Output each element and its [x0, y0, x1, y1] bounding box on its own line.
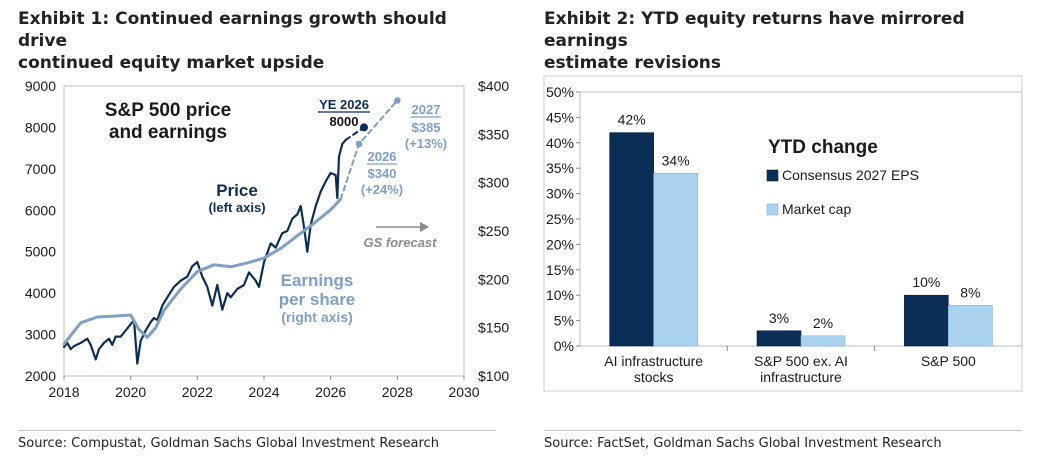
chart2-bar-consensus-2027-eps — [756, 330, 802, 347]
chart1-right-tick-label: $100 — [478, 368, 509, 384]
chart1-left-tick-label: 7000 — [25, 161, 56, 177]
chart2-legend-label: Consensus 2027 EPS — [782, 167, 919, 183]
exhibit-2-source-divider — [544, 430, 1022, 431]
chart2-y-tick-label: 35% — [546, 160, 574, 176]
exhibit-1-source-divider — [18, 430, 496, 431]
chart2-bar-market-cap — [653, 172, 698, 347]
chart1-annotation-2026: 2026 — [368, 149, 397, 164]
chart1-x-tick-label: 2028 — [382, 384, 413, 400]
chart1-left-tick-label: 2000 — [25, 368, 56, 384]
chart1-annotation-2026-value: $340 — [368, 166, 397, 181]
chart1-x-tick-label: 2026 — [315, 384, 346, 400]
chart2-y-tick-label: 50% — [546, 84, 574, 100]
chart1-forecast-arrow-icon — [420, 222, 429, 232]
chart2-data-label: 8% — [960, 284, 980, 300]
chart2-category-label: stocks — [634, 369, 674, 385]
chart1-x-tick-label: 2030 — [448, 384, 479, 400]
chart1-series-earnings-per-share — [62, 197, 343, 346]
chart2-bar-consensus-2027-eps — [904, 294, 949, 347]
chart1-right-tick-label: $200 — [478, 271, 509, 287]
chart1-right-tick-label: $150 — [478, 320, 509, 336]
chart1-right-tick-label: $350 — [478, 126, 509, 142]
chart2-category-label: infrastructure — [760, 369, 842, 385]
chart1-annotation-ye-2026: YE 2026 — [319, 97, 369, 112]
chart2-y-tick-label: 40% — [546, 135, 574, 151]
chart2-bar-market-cap — [948, 305, 993, 347]
chart1-right-tick-label: $400 — [478, 78, 509, 94]
chart1-left-tick-label: 4000 — [25, 285, 56, 301]
chart1-annotation-ye-value: 8000 — [330, 114, 359, 129]
chart2-bar-consensus-2027-eps — [609, 132, 654, 347]
chart1-forecast-point — [355, 140, 363, 148]
chart2-data-label: 3% — [769, 310, 789, 326]
chart2-data-label: 2% — [813, 315, 833, 331]
chart1-annotation-2026-change: (+24%) — [361, 182, 403, 197]
chart1-label-eps: Earnings — [281, 271, 354, 290]
chart1-forecast-point — [360, 123, 368, 132]
chart1-label-eps-axis: (right axis) — [281, 309, 353, 325]
chart1-left-tick-label: 6000 — [25, 202, 56, 218]
chart1-series-price — [62, 138, 347, 365]
chart1-right-tick-label: $250 — [478, 223, 509, 239]
chart1-annotation-2027-value: $385 — [412, 120, 441, 135]
chart1-left-tick-label: 9000 — [25, 78, 56, 94]
chart2-y-tick-label: 25% — [546, 211, 574, 227]
chart1-left-tick-label: 5000 — [25, 244, 56, 260]
chart2-y-tick-label: 20% — [546, 236, 574, 252]
chart2-data-label: 10% — [912, 274, 940, 290]
chart2-legend-swatch — [766, 203, 779, 216]
chart2-category-label: S&P 500 — [921, 353, 976, 369]
chart2-y-tick-label: 5% — [554, 313, 574, 329]
chart1-title-line-2: and earnings — [109, 122, 227, 143]
chart2-y-tick-label: 45% — [546, 109, 574, 125]
exhibit-2-title: Exhibit 2: YTD equity returns have mirro… — [544, 8, 1024, 74]
chart1-x-tick-label: 2020 — [115, 384, 146, 400]
chart2-data-label: 34% — [662, 152, 690, 168]
exhibit-2-source: Source: FactSet, Goldman Sachs Global In… — [544, 436, 942, 451]
chart1-title-line-1: S&P 500 price — [105, 100, 231, 121]
chart1-label-eps-2: per share — [279, 290, 356, 309]
chart1-label-price-axis: (left axis) — [208, 200, 265, 215]
chart1-annotation-2027-change: (+13%) — [405, 136, 447, 151]
exhibit-1-source: Source: Compustat, Goldman Sachs Global … — [18, 436, 439, 451]
chart1-right-tick-label: $300 — [478, 175, 509, 191]
chart2-category-label: S&P 500 ex. AI — [754, 353, 848, 369]
chart2-y-tick-label: 0% — [554, 338, 574, 354]
chart1-label-gs-forecast: GS forecast — [364, 235, 438, 250]
chart1-x-tick-label: 2018 — [48, 384, 79, 400]
exhibit-2-title-line-1: Exhibit 2: YTD equity returns have mirro… — [544, 9, 965, 51]
chart2-legend-label: Market cap — [782, 201, 851, 217]
exhibit-1-title-line-1: Exhibit 1: Continued earnings growth sho… — [18, 9, 447, 51]
chart1-annotation-2027: 2027 — [412, 102, 441, 117]
chart2-title: YTD change — [768, 137, 878, 158]
exhibit-1-title: Exhibit 1: Continued earnings growth sho… — [18, 8, 498, 74]
chart1-x-tick-label: 2022 — [182, 384, 213, 400]
chart1-label-price: Price — [216, 181, 258, 200]
chart2-category-label: AI infrastructure — [604, 353, 703, 369]
chart2-y-tick-label: 30% — [546, 186, 574, 202]
chart1-x-tick-label: 2024 — [248, 384, 279, 400]
chart1-left-tick-label: 8000 — [25, 119, 56, 135]
chart2-y-tick-label: 15% — [546, 262, 574, 278]
chart1-left-tick-label: 3000 — [25, 327, 56, 343]
chart2-bar-market-cap — [800, 335, 846, 347]
chart2-data-label: 42% — [618, 112, 646, 128]
chart2-legend-swatch — [766, 169, 779, 182]
exhibit-1-title-line-2: continued equity market upside — [18, 53, 325, 73]
chart2-y-tick-label: 10% — [546, 287, 574, 303]
chart1-forecast-point — [394, 97, 401, 104]
exhibit-2-title-line-2: estimate revisions — [544, 53, 722, 73]
